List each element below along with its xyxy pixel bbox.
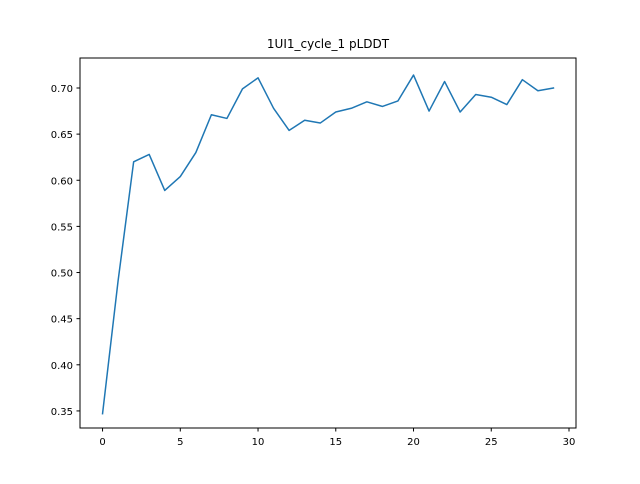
x-tick-label: 30 [563,437,576,448]
chart-title: 1UI1_cycle_1 pLDDT [267,37,390,51]
x-tick-label: 10 [252,437,265,448]
y-tick-label: 0.60 [51,176,73,187]
x-tick-label: 15 [329,437,342,448]
y-tick-label: 0.55 [51,222,73,233]
y-tick-label: 0.65 [51,130,73,141]
y-tick-label: 0.70 [51,84,73,95]
y-tick-label: 0.40 [51,361,73,372]
y-tick-label: 0.35 [51,407,73,418]
y-tick-label: 0.50 [51,269,73,280]
x-tick-label: 5 [177,437,183,448]
x-tick-label: 0 [99,437,105,448]
x-tick-label: 25 [485,437,498,448]
y-tick-label: 0.45 [51,315,73,326]
x-tick-label: 20 [407,437,420,448]
